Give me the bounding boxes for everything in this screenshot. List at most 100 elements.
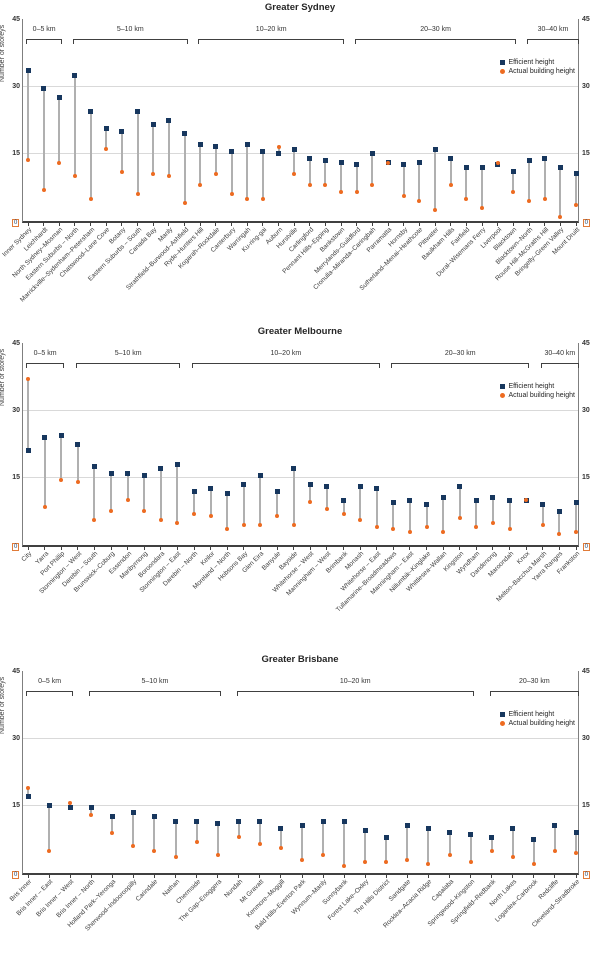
bracket-end-tick: [89, 691, 91, 696]
efficient-height-marker: [125, 470, 131, 476]
efficient-height-marker: [448, 155, 454, 161]
bracket-line: [26, 39, 63, 40]
lollipop-stem: [258, 821, 261, 844]
lollipop-stem: [475, 500, 478, 528]
efficient-height-marker: [108, 470, 114, 476]
lollipop-stem: [340, 162, 343, 192]
x-axis-tick: [450, 223, 452, 226]
actual-height-marker: [384, 859, 389, 864]
efficient-height-marker: [557, 164, 563, 170]
actual-height-marker: [278, 846, 283, 851]
efficient-height-marker: [354, 162, 360, 168]
lollipop-stem: [153, 816, 156, 851]
lollipop-stem: [469, 834, 472, 862]
x-axis-tick: [111, 875, 113, 878]
efficient-height-marker: [374, 486, 380, 492]
actual-height-marker: [308, 500, 313, 505]
x-axis-tick: [217, 875, 219, 878]
efficient-height-marker: [25, 448, 31, 454]
distance-band-bracket: 5–10 km: [89, 671, 221, 698]
x-axis-tick: [533, 875, 535, 878]
lollipop-stem: [183, 133, 186, 204]
y-tick-label: 15: [582, 802, 590, 810]
efficient-height-marker: [88, 108, 94, 114]
y-tick-label: 30: [12, 406, 20, 414]
bracket-end-tick: [527, 39, 529, 44]
lollipop-stem: [105, 128, 108, 150]
efficient-height-marker: [208, 486, 214, 492]
actual-height-marker: [41, 187, 46, 192]
x-axis-tick: [196, 875, 198, 878]
actual-height-marker: [511, 189, 516, 194]
actual-height-marker: [213, 171, 218, 176]
x-axis-tick: [481, 223, 483, 226]
efficient-height-marker: [526, 157, 532, 163]
actual-height-marker: [441, 529, 446, 534]
efficient-height-marker: [425, 825, 431, 831]
x-axis-tick: [475, 547, 477, 550]
x-axis-tick: [406, 875, 408, 878]
distance-band-bracket: 20–30 km: [489, 671, 579, 698]
efficient-height-marker: [432, 146, 438, 152]
efficient-height-marker: [542, 155, 548, 161]
efficient-height-marker: [72, 72, 78, 78]
bracket-end-tick: [378, 363, 380, 368]
x-axis-tick: [525, 547, 527, 550]
actual-height-marker: [321, 853, 326, 858]
distance-band-label: 30–40 km: [544, 350, 576, 357]
x-axis-tick: [376, 547, 378, 550]
efficient-height-marker: [531, 836, 537, 842]
bracket-end-tick: [186, 39, 188, 44]
actual-height-marker: [245, 196, 250, 201]
distance-band-label: 20–30 km: [420, 26, 451, 33]
efficient-height-marker: [540, 502, 546, 508]
efficient-height-marker: [158, 466, 164, 472]
actual-height-marker: [109, 509, 114, 514]
lollipop-stem: [73, 75, 76, 177]
efficient-height-marker: [447, 830, 453, 836]
distance-band-bracket: 10–20 km: [198, 19, 345, 46]
efficient-height-marker: [67, 805, 73, 811]
x-axis-tick: [528, 223, 530, 226]
lollipop-stem: [575, 502, 577, 532]
actual-height-marker: [110, 830, 115, 835]
actual-height-marker: [104, 147, 109, 152]
actual-height-marker: [276, 144, 281, 149]
lollipop-stem: [481, 167, 484, 208]
lollipop-stem: [418, 162, 421, 201]
actual-height-marker: [342, 864, 347, 869]
bracket-end-tick: [61, 39, 63, 44]
efficient-height-marker: [276, 151, 281, 157]
x-axis-tick: [160, 547, 162, 550]
bracket-end-tick: [343, 39, 345, 44]
x-axis-tick: [575, 223, 577, 226]
x-axis-tick: [575, 547, 577, 550]
efficient-height-marker: [215, 821, 221, 827]
actual-height-marker: [490, 520, 495, 525]
bracket-end-tick: [528, 363, 530, 368]
lollipop-stem: [442, 497, 445, 532]
x-axis-tick: [199, 223, 201, 226]
legend-item: Actual building height: [500, 68, 575, 75]
lollipop-stem: [230, 151, 233, 195]
distance-band-bracket: 5–10 km: [72, 19, 188, 46]
distance-band-bracket: 10–20 km: [192, 343, 380, 370]
lollipop-stem: [293, 149, 296, 174]
efficient-height-swatch: [500, 384, 506, 389]
efficient-height-marker: [407, 497, 413, 503]
lollipop-stem: [512, 171, 515, 192]
actual-height-marker: [182, 201, 187, 206]
x-axis-tick: [168, 223, 170, 226]
efficient-height-marker: [552, 823, 558, 829]
chart-title: Greater Melbourne: [257, 326, 343, 337]
lollipop-stem: [458, 486, 461, 519]
gridline-30: [23, 409, 578, 411]
efficient-height-marker: [507, 497, 513, 503]
actual-height-marker: [542, 196, 547, 201]
lollipop-stem: [237, 821, 240, 838]
actual-height-marker: [323, 183, 328, 188]
efficient-height-marker: [362, 827, 368, 833]
efficient-height-marker: [573, 171, 579, 177]
lollipop-stem: [324, 160, 327, 186]
efficient-height-marker: [166, 117, 172, 123]
